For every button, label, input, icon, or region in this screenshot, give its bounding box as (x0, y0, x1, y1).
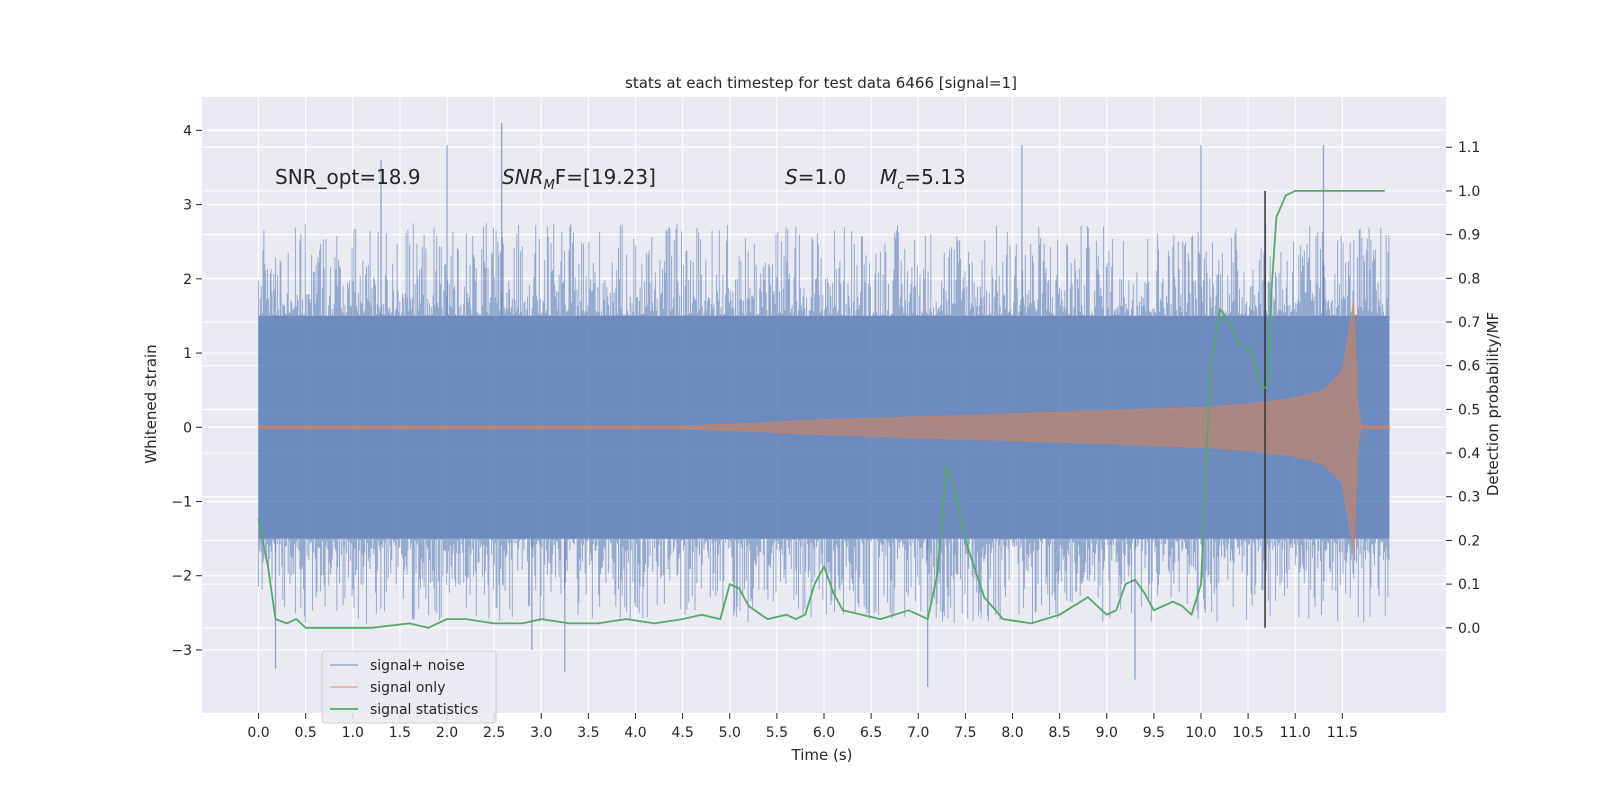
x-tick-label: 11.5 (1327, 725, 1358, 741)
x-tick-label: 10.5 (1233, 725, 1264, 741)
x-tick-label: 6.0 (813, 725, 835, 741)
x-axis-label: Time (s) (791, 746, 853, 764)
x-tick-label: 3.5 (577, 725, 599, 741)
legend-box (321, 650, 497, 724)
legend-label-signal-only: signal only (370, 680, 445, 696)
x-tick-label: 11.0 (1280, 725, 1311, 741)
y-tick-label-right: 0.6 (1458, 359, 1480, 375)
signal-envelope (258, 301, 1390, 554)
annotation-mc: Mc=5.13 (880, 165, 966, 193)
chart-title: stats at each timestep for test data 646… (625, 74, 1017, 92)
x-tick-label: 5.0 (719, 725, 741, 741)
y-tick-label-left: 2 (183, 272, 192, 288)
annotation-s-symbol: S (785, 165, 798, 189)
x-tick-label: 2.0 (436, 725, 458, 741)
x-tick-label: 7.0 (907, 725, 929, 741)
annotation-snr-mf-subscript: M (544, 178, 555, 193)
y-tick-label-right: 0.9 (1458, 228, 1480, 244)
y-tick-label-right: 0.3 (1458, 490, 1480, 506)
x-tick-label: 5.5 (766, 725, 788, 741)
annotation-mc-subscript: c (897, 178, 904, 193)
y-tick-label-right: 0.5 (1458, 402, 1480, 418)
y-tick-label-right: 0.4 (1458, 446, 1480, 462)
annotation-snr-mf-value: F=[19.23] (555, 165, 656, 189)
legend-label-signal-statistics: signal statistics (370, 702, 478, 718)
annotation-snr-opt: SNR_opt=18.9 (275, 165, 421, 189)
y-tick-label-left: −3 (171, 643, 192, 659)
x-tick-label: 4.0 (624, 725, 646, 741)
x-tick-label: 2.5 (483, 725, 505, 741)
y-tick-label-left: 0 (183, 420, 192, 436)
x-tick-label: 0.0 (247, 725, 269, 741)
y-tick-label-left: 3 (183, 198, 192, 214)
y-axis-label-left: Whitened strain (142, 344, 160, 463)
y-tick-label-right: 0.0 (1458, 621, 1480, 637)
legend-label-signal-noise: signal+ noise (370, 658, 465, 674)
annotation-s-value: =1.0 (798, 165, 847, 189)
legend: signal+ noise signal only signal statist… (321, 650, 497, 724)
y-tick-label-left: −1 (171, 494, 192, 510)
x-tick-label: 3.0 (530, 725, 552, 741)
annotation-s: S=1.0 (785, 165, 846, 189)
y-tick-label-left: 4 (183, 123, 192, 139)
y-tick-label-left: 1 (183, 346, 192, 362)
x-tick-label: 0.5 (295, 725, 317, 741)
y-tick-label-left: −2 (171, 569, 192, 585)
y-tick-label-right: 0.1 (1458, 577, 1480, 593)
x-tick-label: 8.5 (1048, 725, 1070, 741)
x-tick-label: 8.0 (1001, 725, 1023, 741)
annotation-mc-value: =5.13 (904, 165, 965, 189)
annotation-snr-mf: SNRMF=[19.23] (502, 165, 656, 193)
x-tick-label: 4.5 (672, 725, 694, 741)
x-tick-label: 7.5 (954, 725, 976, 741)
annotation-mc-symbol: M (880, 165, 897, 189)
y-tick-label-right: 1.1 (1458, 140, 1480, 156)
statistics-line (257, 189, 1385, 629)
x-tick-label: 9.5 (1143, 725, 1165, 741)
y-tick-label-right: 0.2 (1458, 533, 1480, 549)
x-tick-label: 1.5 (389, 725, 411, 741)
series-signal-only (258, 301, 1390, 554)
axis-ticks: 0.0 0.5 1.0 1.5 2.0 2.5 3.0 3.5 4.0 4.5 5.0 5.5 6.0 6… (171, 123, 1480, 741)
series-signal-statistics (257, 189, 1385, 629)
y-axis-label-right: Detection probability/MF (1484, 312, 1502, 496)
y-tick-label-right: 1.0 (1458, 184, 1480, 200)
y-tick-label-right: 0.7 (1458, 315, 1480, 331)
x-tick-label: 6.5 (860, 725, 882, 741)
x-tick-label: 10.0 (1185, 725, 1216, 741)
annotation-snr-mf-symbol: SNR (502, 165, 544, 189)
x-tick-label: 9.0 (1096, 725, 1118, 741)
y-tick-label-right: 0.8 (1458, 271, 1480, 287)
annotations: SNR_opt=18.9 SNRMF=[19.23] S=1.0 Mc=5.13 (275, 165, 966, 193)
x-tick-label: 1.0 (342, 725, 364, 741)
